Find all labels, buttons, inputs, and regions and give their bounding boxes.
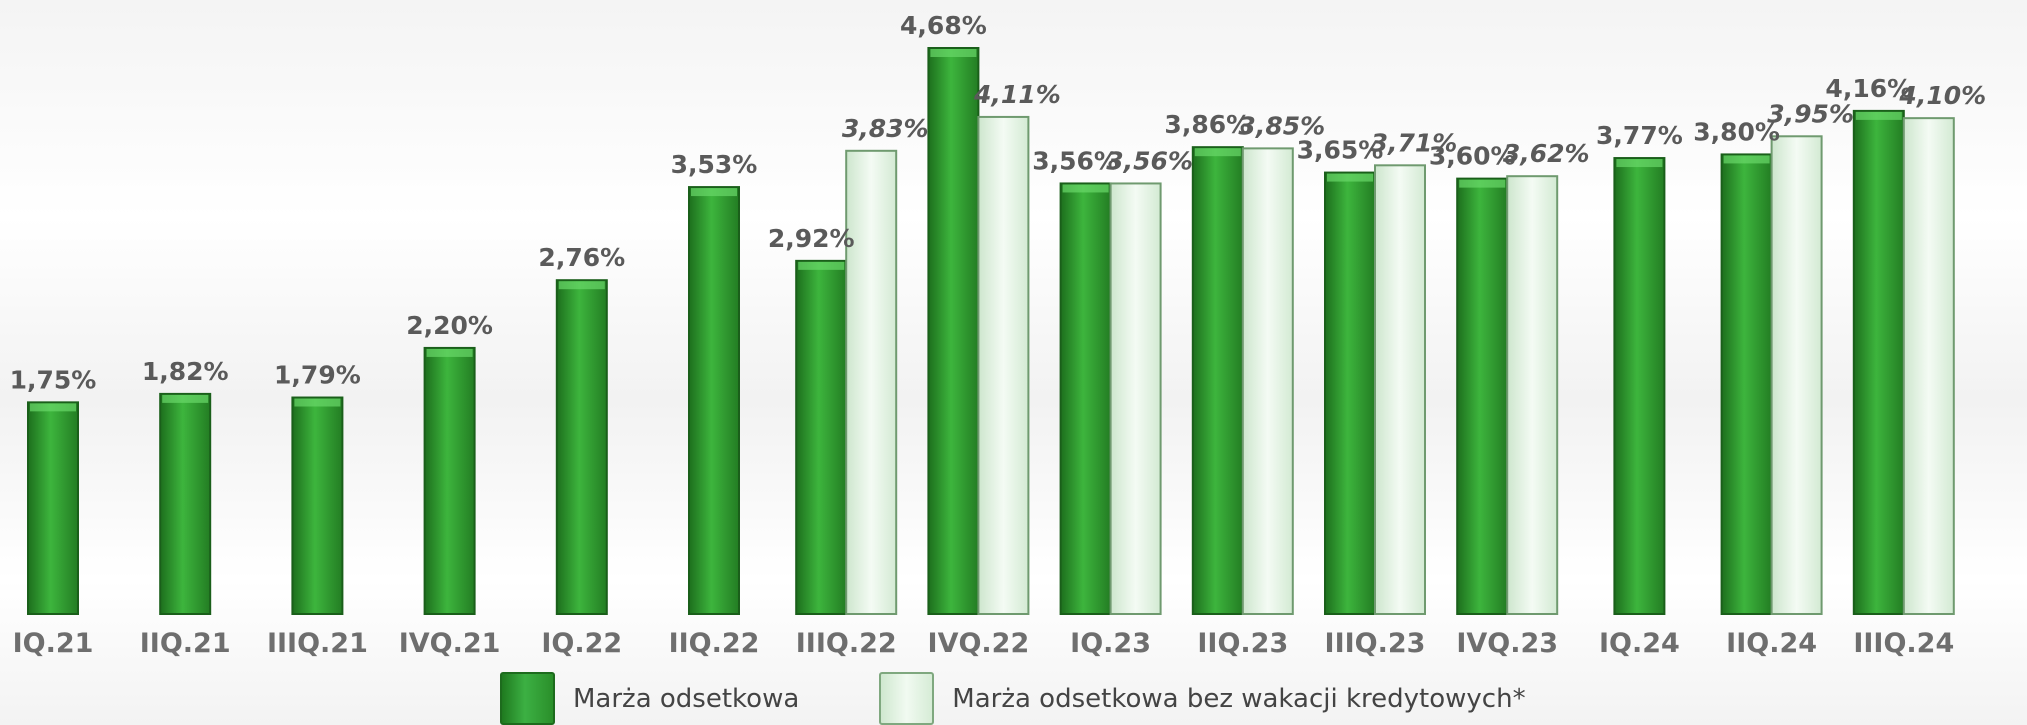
value-label-marza-IVQ.21: 2,20% [406,311,493,340]
category-label-IVQ.23: IVQ.23 [1456,628,1558,659]
value-label-marza-IVQ.22: 4,68% [900,11,987,40]
bar-cap-marza-IIQ.21 [162,394,209,403]
bar-cap-marza-IQ.23 [1062,184,1109,193]
bar-marza-IIQ.23 [1191,146,1244,616]
bar-marza-IQ.24 [1613,157,1666,616]
value-label-bez-wakacji-IIQ.23: 3,85% [1238,111,1325,140]
bar-cap-marza-IIQ.22 [691,188,737,197]
category-label-IQ.21: IQ.21 [13,628,94,659]
legend-item-light: Marża odsetkowa bez wakacji kredytowych* [879,672,1526,725]
category-label-IIIQ.23: IIIQ.23 [1325,628,1426,659]
bar-marza-IVQ.23 [1456,177,1509,615]
value-label-marza-IQ.23: 3,56% [1032,146,1119,175]
bar-marza-IIQ.21 [159,392,212,615]
bar-marza-IQ.21 [27,401,79,615]
value-label-marza-IQ.22: 2,76% [538,243,625,272]
legend-label-light: Marża odsetkowa bez wakacji kredytowych* [952,683,1526,714]
bar-cap-marza-IQ.22 [558,281,605,290]
bar-cap-marza-IIIQ.22 [798,261,845,270]
bar-marza-IIIQ.21 [291,396,344,615]
legend-label-dark: Marża odsetkowa [573,683,800,714]
bar-marza-IIQ.24 [1720,153,1773,616]
bar-cap-marza-IIIQ.23 [1327,173,1373,182]
legend: Marża odsetkowa Marża odsetkowa bez waka… [500,672,1526,725]
bar-marza-IIQ.22 [688,186,740,615]
category-label-IVQ.21: IVQ.21 [399,628,501,659]
bar-bez-wakacji-IIQ.24 [1770,135,1823,616]
value-label-marza-IQ.24: 3,77% [1596,121,1683,150]
value-label-marza-IIQ.22: 3,53% [671,150,758,179]
value-label-marza-IIQ.21: 1,82% [142,357,229,386]
value-label-bez-wakacji-IVQ.23: 3,62% [1503,139,1590,168]
value-label-marza-IIIQ.24: 4,16% [1825,74,1912,103]
bar-cap-marza-IIIQ.21 [294,398,341,407]
value-label-bez-wakacji-IIIQ.23: 3,71% [1371,128,1458,157]
bar-bez-wakacji-IIIQ.24 [1902,117,1955,616]
category-label-IQ.23: IQ.23 [1070,628,1151,659]
category-label-IIIQ.22: IIIQ.22 [796,628,897,659]
category-label-IIIQ.24: IIIQ.24 [1853,628,1954,659]
bar-cap-marza-IQ.21 [30,403,76,412]
bar-bez-wakacji-IIIQ.22 [845,149,898,616]
value-label-bez-wakacji-IVQ.22: 4,11% [973,80,1061,109]
bar-cap-marza-IIQ.24 [1723,155,1770,164]
value-label-bez-wakacji-IIQ.24: 3,95% [1767,99,1854,128]
legend-swatch-light [879,672,935,725]
value-label-marza-IIIQ.23: 3,65% [1297,136,1384,165]
value-label-bez-wakacji-IIIQ.24: 4,10% [1898,81,1986,110]
bar-cap-marza-IIQ.23 [1194,148,1241,157]
bar-cap-marza-IVQ.23 [1459,179,1506,188]
value-label-marza-IQ.21: 1,75% [10,365,97,394]
bar-bez-wakacji-IVQ.23 [1506,175,1559,615]
category-label-IIIQ.21: IIIQ.21 [267,628,368,659]
category-label-IIQ.24: IIQ.24 [1726,628,1817,659]
legend-swatch-dark [500,672,555,725]
category-label-IIQ.23: IIQ.23 [1197,628,1288,659]
bar-chart: 1,75% 1,82% 1,79% 2,20% 2,76% 3,53% 2,92% 3,83%… [10,11,1987,659]
bar-bez-wakacji-IQ.23 [1109,182,1162,615]
bar-marza-IQ.22 [555,279,608,615]
bar-marza-IIIQ.22 [795,259,848,615]
value-label-bez-wakacji-IIIQ.22: 3,83% [842,114,929,143]
value-label-marza-IIQ.24: 3,80% [1693,117,1780,146]
category-label-IIQ.22: IIQ.22 [669,628,760,659]
bar-bez-wakacji-IIIQ.23 [1374,164,1426,616]
value-label-marza-IIQ.23: 3,86% [1164,110,1251,139]
bar-cap-marza-IIIQ.24 [1855,111,1902,120]
value-label-marza-IVQ.23: 3,60% [1429,142,1516,171]
category-label-IQ.24: IQ.24 [1599,628,1680,659]
bar-cap-marza-IVQ.22 [930,49,977,57]
legend-item-dark: Marża odsetkowa [500,672,799,725]
value-label-bez-wakacji-IQ.23: 3,56% [1106,146,1193,175]
bar-marza-IQ.23 [1059,182,1112,615]
value-label-marza-IIIQ.22: 2,92% [768,224,855,253]
value-label-marza-IIIQ.21: 1,79% [274,361,361,390]
bar-marza-IIIQ.24 [1852,109,1905,615]
bar-marza-IIIQ.23 [1324,171,1376,615]
bar-marza-IVQ.22 [927,47,980,615]
bar-marza-IVQ.21 [423,346,476,615]
bar-bez-wakacji-IVQ.22 [977,115,1030,616]
bar-bez-wakacji-IIQ.23 [1241,147,1294,615]
category-label-IVQ.22: IVQ.22 [928,628,1030,659]
bar-cap-marza-IVQ.21 [426,348,473,357]
category-label-IIQ.21: IIQ.21 [140,628,231,659]
bar-cap-marza-IQ.24 [1616,159,1663,168]
category-label-IQ.22: IQ.22 [541,628,622,659]
